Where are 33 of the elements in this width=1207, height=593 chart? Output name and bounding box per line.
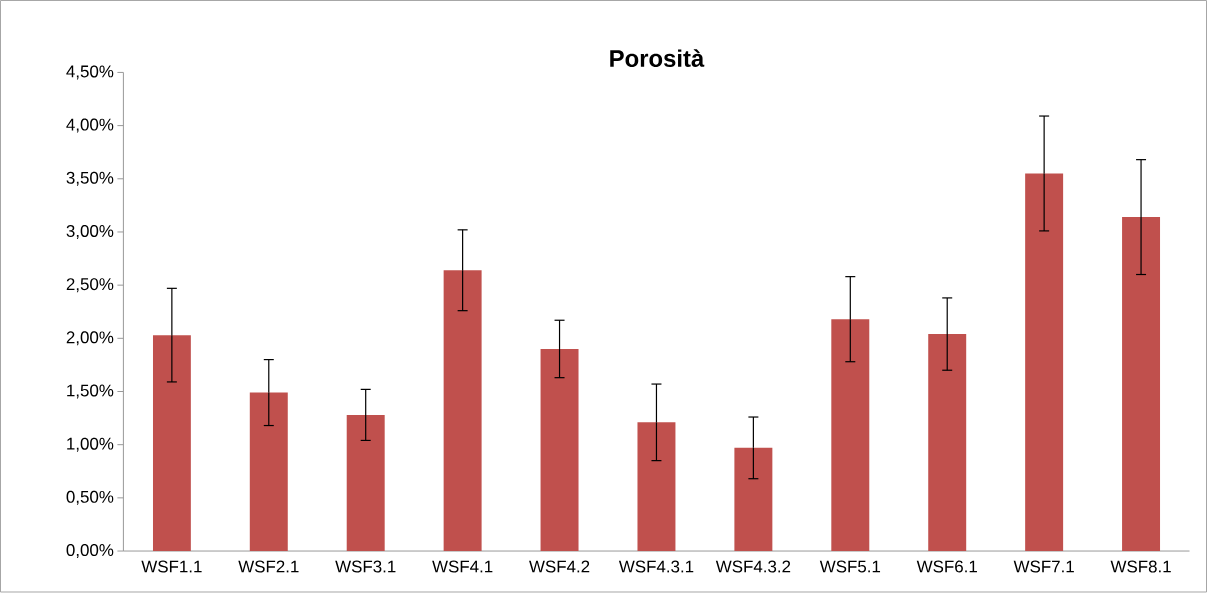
x-tick-label: WSF4.3.1	[618, 560, 694, 573]
chart-title: Porosità	[610, 49, 705, 68]
bar	[1122, 217, 1161, 552]
bar	[346, 415, 385, 552]
bar	[152, 335, 191, 552]
y-tick-label: 3,50%	[66, 172, 114, 187]
bar	[831, 319, 870, 552]
x-tick-label: WSF3.1	[335, 560, 396, 573]
x-tick-label: WSF4.2	[529, 560, 590, 573]
y-tick-label: 1,00%	[67, 437, 114, 452]
x-tick-label: WSF1.1	[141, 560, 202, 573]
y-tick-label: 3,00%	[66, 225, 114, 240]
bar	[443, 270, 482, 552]
bar	[637, 422, 676, 552]
x-tick-label: WSF6.1	[916, 560, 977, 573]
y-tick-label: 4,50%	[66, 65, 114, 80]
bar	[928, 334, 967, 552]
x-tick-label: WSF5.1	[819, 560, 881, 573]
y-tick-label: 1,50%	[67, 384, 114, 399]
bar	[1025, 173, 1064, 552]
x-tick-label: WSF4.3.2	[715, 560, 791, 573]
x-tick-label: WSF2.1	[238, 560, 299, 573]
y-tick-label: 0,50%	[66, 491, 114, 506]
y-tick-label: 2,50%	[66, 278, 114, 293]
y-tick-label: 0,00%	[66, 544, 114, 559]
x-tick-label: WSF7.1	[1013, 560, 1074, 573]
x-tick-label: WSF8.1	[1110, 560, 1171, 573]
bar	[249, 392, 288, 552]
bar	[734, 448, 773, 552]
bar	[540, 349, 579, 552]
y-tick-label: 2,00%	[66, 331, 114, 346]
x-tick-label: WSF4.1	[432, 560, 493, 573]
y-tick-label: 4,00%	[66, 118, 114, 133]
